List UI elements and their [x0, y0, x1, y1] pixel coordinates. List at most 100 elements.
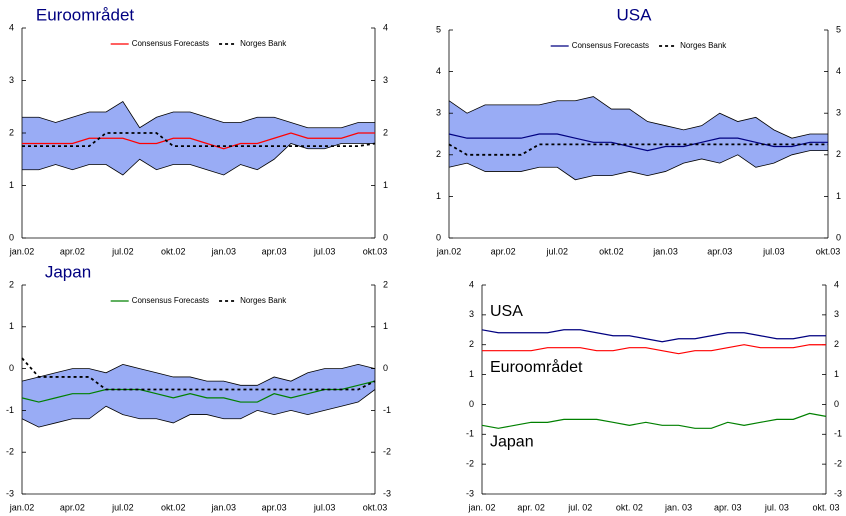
- y2-tick-label: 2: [836, 149, 841, 159]
- x-tick-label: okt.02: [161, 502, 186, 512]
- x-tick-label: jul.03: [762, 246, 785, 256]
- y2-tick-label: 0: [383, 363, 388, 373]
- chart-title: USA: [617, 5, 653, 24]
- x-tick-label: jan.02: [436, 246, 462, 256]
- y-tick-label: 5: [436, 24, 441, 34]
- x-tick-label: okt.03: [363, 246, 388, 256]
- y-tick-label: 0: [436, 232, 441, 242]
- legend-label: Norges Bank: [240, 39, 287, 48]
- x-tick-label: jul.03: [313, 502, 336, 512]
- series-line: [482, 344, 826, 355]
- y-tick-label: 2: [436, 149, 441, 159]
- y-tick-label: -1: [466, 429, 474, 439]
- y2-tick-label: 3: [836, 108, 841, 118]
- series-label: Euroområdet: [490, 358, 583, 376]
- series-label: Japan: [490, 434, 534, 451]
- y-tick-label: 1: [469, 369, 474, 379]
- y2-tick-label: 5: [836, 24, 841, 34]
- y2-tick-label: -3: [383, 488, 391, 498]
- series-label: USA: [490, 303, 523, 320]
- series-line: [481, 412, 827, 429]
- x-tick-label: jan. 03: [664, 502, 692, 512]
- forecast-range: [22, 101, 375, 175]
- y2-tick-label: -1: [834, 429, 842, 439]
- y-tick-label: 4: [9, 22, 14, 32]
- y2-tick-label: 3: [383, 75, 388, 85]
- y-tick-label: -2: [6, 447, 14, 457]
- y-tick-label: 3: [469, 309, 474, 319]
- x-tick-label: apr. 02: [517, 502, 545, 512]
- y2-tick-label: 1: [383, 321, 388, 331]
- legend-label: Consensus Forecasts: [132, 296, 209, 305]
- y-tick-label: 2: [9, 127, 14, 137]
- chart-title: Euroområdet: [36, 5, 135, 24]
- y2-tick-label: 0: [383, 232, 388, 242]
- legend-label: Consensus Forecasts: [572, 41, 649, 50]
- y-tick-label: 4: [469, 279, 474, 289]
- x-tick-label: jul. 03: [764, 502, 789, 512]
- x-tick-label: okt.03: [363, 502, 388, 512]
- x-tick-label: jul.03: [313, 246, 336, 256]
- x-tick-label: okt. 02: [616, 502, 643, 512]
- legend-label: Consensus Forecasts: [132, 39, 209, 48]
- y-tick-label: 2: [469, 339, 474, 349]
- y-tick-label: 1: [9, 180, 14, 190]
- y2-tick-label: -2: [834, 459, 842, 469]
- x-tick-label: jul. 02: [567, 502, 592, 512]
- chart-title: Japan: [45, 262, 91, 281]
- y2-tick-label: -3: [834, 488, 842, 498]
- range-upper: [21, 363, 376, 386]
- x-tick-label: jan.02: [9, 246, 35, 256]
- x-tick-label: okt.02: [161, 246, 186, 256]
- x-tick-label: apr. 03: [714, 502, 742, 512]
- x-tick-label: jan.03: [210, 246, 236, 256]
- legend-label: Norges Bank: [680, 41, 727, 50]
- y-tick-label: 0: [469, 399, 474, 409]
- y2-tick-label: -2: [383, 447, 391, 457]
- x-tick-label: jul.02: [111, 502, 134, 512]
- x-tick-label: jan.03: [652, 246, 678, 256]
- y-tick-label: 2: [9, 279, 14, 289]
- y-tick-label: 4: [436, 66, 441, 76]
- y2-tick-label: 3: [834, 309, 839, 319]
- x-tick-label: apr.03: [262, 502, 287, 512]
- forecast-range: [449, 96, 828, 180]
- series-line: [22, 132, 375, 150]
- x-tick-label: apr.02: [60, 246, 85, 256]
- y2-tick-label: 4: [836, 66, 841, 76]
- y-tick-label: 1: [9, 321, 14, 331]
- legend-label: Norges Bank: [240, 296, 287, 305]
- y-tick-label: -2: [466, 459, 474, 469]
- range-lower: [21, 389, 376, 428]
- x-tick-label: apr.03: [707, 246, 732, 256]
- x-tick-label: apr.02: [491, 246, 516, 256]
- y2-tick-label: 4: [834, 279, 839, 289]
- series-line: [481, 329, 826, 343]
- x-tick-label: jan.03: [210, 502, 236, 512]
- y-tick-label: 1: [436, 191, 441, 201]
- x-tick-label: okt.03: [816, 246, 841, 256]
- range-lower: [448, 150, 828, 181]
- series-line: [448, 133, 828, 152]
- range-upper: [448, 96, 828, 139]
- x-tick-label: okt. 03: [812, 502, 839, 512]
- y-tick-label: -3: [466, 488, 474, 498]
- y2-tick-label: 0: [836, 232, 841, 242]
- range-upper: [22, 100, 375, 129]
- y2-tick-label: 0: [834, 399, 839, 409]
- x-tick-label: jan.02: [9, 502, 35, 512]
- y2-tick-label: 1: [836, 191, 841, 201]
- x-tick-label: apr.03: [262, 246, 287, 256]
- y-tick-label: 3: [436, 108, 441, 118]
- x-tick-label: jul.02: [546, 246, 569, 256]
- series-line: [21, 357, 376, 391]
- range-lower: [22, 143, 375, 176]
- y-tick-label: -3: [6, 488, 14, 498]
- x-tick-label: apr.02: [60, 502, 85, 512]
- y-tick-label: 0: [9, 232, 14, 242]
- y-tick-label: -1: [6, 405, 14, 415]
- y-tick-label: 0: [9, 363, 14, 373]
- x-tick-label: okt.02: [599, 246, 624, 256]
- y2-tick-label: 1: [834, 369, 839, 379]
